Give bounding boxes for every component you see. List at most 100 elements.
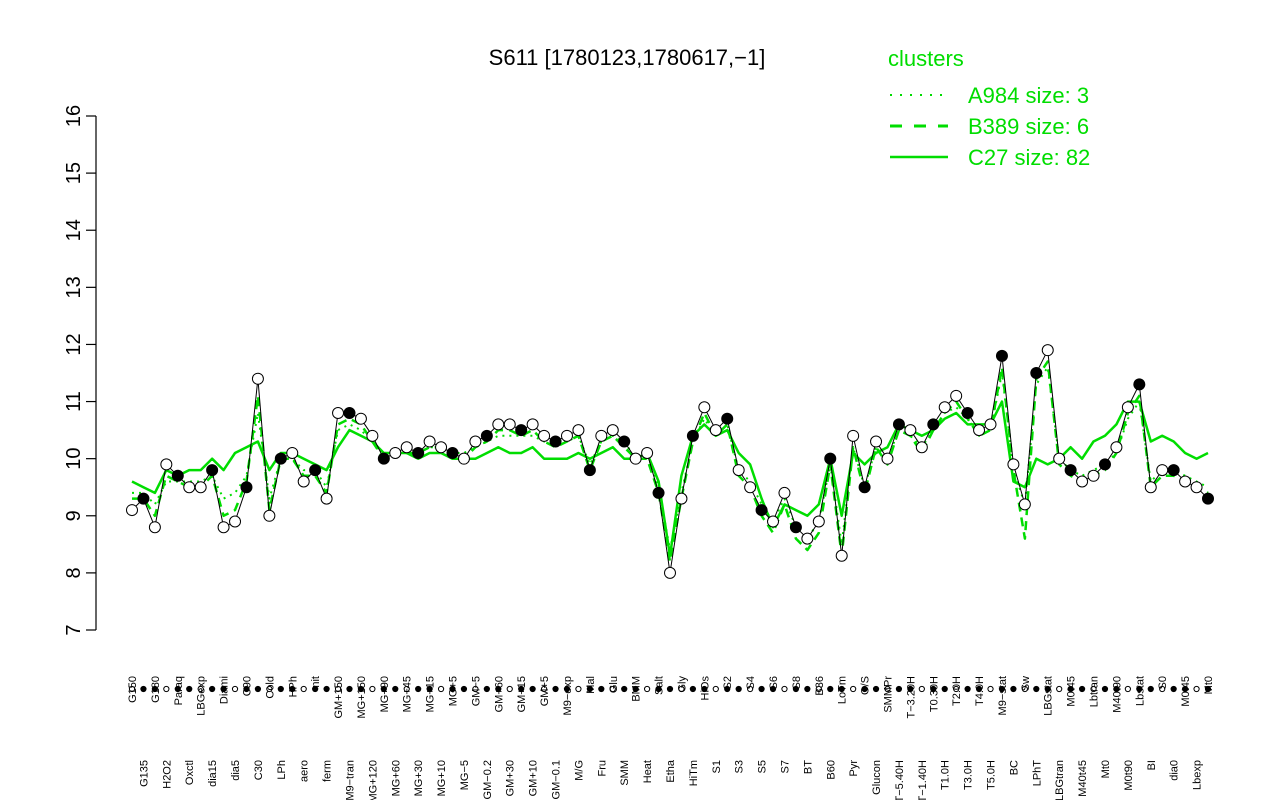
- data-point-28: [446, 446, 459, 459]
- x-tick-label-0: G150: [127, 676, 139, 703]
- x-marker-38: [563, 685, 571, 693]
- x-marker-48: [678, 685, 685, 693]
- x-tick-label-90: S0: [1157, 676, 1169, 689]
- x-marker-83: [1078, 685, 1086, 693]
- x-marker-90: [1159, 685, 1166, 693]
- x-tick-label-33: GM+30: [505, 760, 517, 796]
- x-marker-30: [472, 685, 479, 693]
- x-tick-label-60: B36: [814, 676, 826, 696]
- data-point-49: [686, 429, 699, 442]
- x-marker-46: [655, 685, 662, 693]
- data-point-35: [526, 418, 539, 431]
- x-marker-37: [552, 685, 559, 693]
- x-marker-79: [1033, 685, 1040, 693]
- x-tick-label-7: dia15: [207, 760, 219, 787]
- x-marker-53: [735, 685, 742, 693]
- x-tick-label-68: T−3.20H: [905, 676, 917, 719]
- data-point-92: [1179, 475, 1192, 488]
- x-tick-label-78: Sw: [1020, 676, 1032, 691]
- data-point-93: [1190, 481, 1203, 494]
- x-tick-label-32: GM+60: [493, 676, 505, 712]
- x-tick-label-93: Lbexp: [1192, 760, 1204, 790]
- legend-title: clusters: [888, 46, 964, 71]
- data-point-51: [709, 424, 722, 437]
- x-tick-label-91: dia0: [1169, 760, 1181, 781]
- data-point-23: [389, 446, 402, 459]
- data-point-41: [595, 429, 608, 442]
- x-tick-label-42: Glu: [608, 676, 620, 693]
- data-point-58: [789, 521, 802, 534]
- data-point-32: [492, 418, 505, 431]
- x-marker-11: [254, 685, 262, 693]
- x-tick-label-37: GM−0.1: [551, 760, 563, 799]
- data-point-36: [538, 429, 551, 442]
- x-marker-52: [724, 685, 731, 693]
- y-tick-label-1: 8: [63, 567, 85, 578]
- x-marker-88: [1136, 685, 1143, 693]
- x-marker-63: [850, 685, 857, 693]
- x-tick-label-87: M0t90: [1123, 760, 1135, 791]
- x-marker-56: [769, 685, 777, 693]
- x-marker-44: [632, 685, 639, 693]
- data-point-21: [366, 429, 379, 442]
- data-point-64: [858, 481, 871, 494]
- x-tick-label-45: Heat: [642, 760, 654, 783]
- x-tick-label-72: T2.0H: [951, 676, 963, 706]
- x-tick-label-49: HiTm: [688, 760, 700, 786]
- x-marker-86: [1113, 685, 1120, 693]
- x-marker-14: [289, 685, 296, 693]
- data-point-38: [560, 429, 573, 442]
- y-tick-label-7: 14: [63, 219, 85, 241]
- x-marker-24: [403, 685, 410, 693]
- x-marker-54: [747, 685, 754, 693]
- data-point-85: [1098, 458, 1111, 471]
- x-marker-69: [918, 685, 925, 693]
- data-point-67: [892, 418, 905, 431]
- x-tick-label-28: MG+5: [448, 676, 460, 706]
- x-marker-16: [312, 685, 319, 693]
- data-point-9: [229, 515, 242, 528]
- legend-entry-a984: A984 size: 3: [968, 83, 1089, 108]
- data-point-20: [354, 412, 367, 425]
- data-point-56: [767, 515, 780, 528]
- x-tick-label-1: G135: [138, 760, 150, 787]
- data-point-11: [251, 372, 264, 385]
- x-tick-label-22: MG+90: [379, 676, 391, 712]
- data-point-17: [320, 492, 333, 505]
- data-point-91: [1167, 464, 1180, 477]
- x-marker-91: [1170, 685, 1177, 693]
- data-point-60: [812, 515, 825, 528]
- x-marker-10: [243, 685, 250, 693]
- data-point-89: [1144, 481, 1157, 494]
- x-marker-47: [666, 685, 674, 693]
- data-point-33: [503, 418, 516, 431]
- x-tick-label-11: C30: [253, 760, 265, 780]
- x-marker-55: [758, 685, 765, 693]
- x-marker-18: [334, 685, 342, 693]
- data-point-16: [309, 464, 322, 477]
- x-tick-label-38: M9−exp: [562, 676, 574, 715]
- x-marker-27: [437, 685, 445, 693]
- x-marker-25: [415, 685, 422, 693]
- x-marker-17: [323, 685, 330, 693]
- x-marker-70: [930, 685, 937, 693]
- x-tick-label-92: M0t45: [1180, 676, 1192, 707]
- data-point-76: [995, 349, 1008, 362]
- x-tick-label-89: BI: [1146, 760, 1158, 770]
- x-marker-80: [1044, 685, 1051, 693]
- x-marker-40: [586, 685, 593, 693]
- x-tick-label-16: nit: [310, 676, 322, 688]
- x-tick-label-13: LPh: [276, 760, 288, 780]
- data-point-79: [1030, 367, 1043, 379]
- data-point-70: [927, 418, 940, 431]
- x-tick-label-80: LBGstat: [1043, 676, 1055, 716]
- x-marker-68: [907, 685, 914, 693]
- x-marker-31: [483, 685, 490, 693]
- data-point-48: [675, 492, 688, 505]
- x-marker-3: [163, 685, 170, 693]
- x-tick-label-58: S8: [791, 676, 803, 689]
- x-marker-7: [209, 685, 216, 693]
- x-tick-label-79: LPhT: [1031, 760, 1043, 787]
- x-marker-35: [529, 685, 536, 693]
